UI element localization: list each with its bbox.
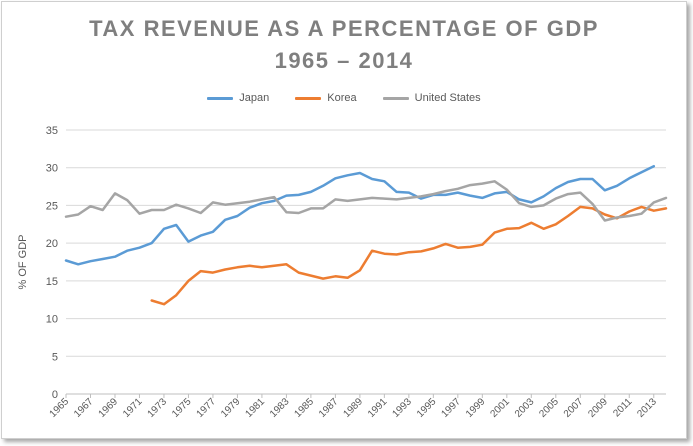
y-axis-label: % OF GDP xyxy=(17,234,29,289)
x-tick-label: 1975 xyxy=(170,396,194,420)
x-tick-label: 2009 xyxy=(586,396,610,420)
x-tick-label: 1967 xyxy=(72,396,96,420)
x-tick-label: 1983 xyxy=(268,396,292,420)
legend-swatch-japan xyxy=(207,96,234,100)
x-tick-label: 1995 xyxy=(415,396,439,420)
x-tick-label: 1985 xyxy=(293,396,317,420)
x-tick-label: 1989 xyxy=(341,396,365,420)
legend-item-korea: Korea xyxy=(295,92,357,104)
x-tick-label: 1971 xyxy=(121,396,145,420)
x-tick-label: 1993 xyxy=(390,396,414,420)
x-tick-label: 2013 xyxy=(635,396,659,420)
y-tick-label: 5 xyxy=(52,351,58,363)
x-tick-label: 2005 xyxy=(537,396,561,420)
x-tick-label: 1979 xyxy=(219,396,243,420)
legend-label-japan: Japan xyxy=(239,92,270,104)
legend-label-united-states: United States xyxy=(414,92,481,104)
x-tick-label: 2011 xyxy=(611,396,634,419)
y-tick-label: 25 xyxy=(46,200,58,212)
x-tick-label: 1999 xyxy=(464,396,488,420)
y-tick-label: 10 xyxy=(46,314,58,326)
legend-item-united-states: United States xyxy=(382,92,481,104)
series-line-korea xyxy=(150,205,668,306)
y-tick-label: 30 xyxy=(46,163,58,175)
series-lines xyxy=(64,164,668,306)
x-tick-label: 1977 xyxy=(195,396,219,420)
y-tick-label: 0 xyxy=(52,389,58,401)
x-tick-label: 1997 xyxy=(439,396,463,420)
chart-subtitle: 1965 – 2014 xyxy=(274,48,414,73)
legend-swatch-united-states xyxy=(382,96,409,100)
x-tick-label: 1981 xyxy=(244,396,268,420)
series-line-united-states xyxy=(64,180,668,222)
y-tick-label: 20 xyxy=(46,238,58,250)
legend-item-japan: Japan xyxy=(207,92,269,104)
grid-lines xyxy=(66,129,666,395)
chart-title: TAX REVENUE AS A PERCENTAGE OF GDP xyxy=(89,16,599,41)
x-tick-label: 1969 xyxy=(97,396,121,420)
x-tick-label: 2007 xyxy=(562,396,586,420)
chart-frame: TAX REVENUE AS A PERCENTAGE OF GDP 1965 … xyxy=(1,1,687,439)
legend-swatch-korea xyxy=(295,96,322,100)
series-line-japan xyxy=(64,164,656,266)
y-tick-label: 35 xyxy=(46,125,58,137)
x-tick-label: 2001 xyxy=(488,396,512,420)
y-tick-label: 15 xyxy=(46,276,58,288)
x-tick-label: 2003 xyxy=(513,396,537,420)
chart-legend: Japan Korea United States xyxy=(2,92,686,104)
x-tick-label: 1973 xyxy=(146,396,170,420)
x-tick-label: 1991 xyxy=(366,396,390,420)
legend-label-korea: Korea xyxy=(327,92,357,104)
x-tick-label: 1987 xyxy=(317,396,341,420)
